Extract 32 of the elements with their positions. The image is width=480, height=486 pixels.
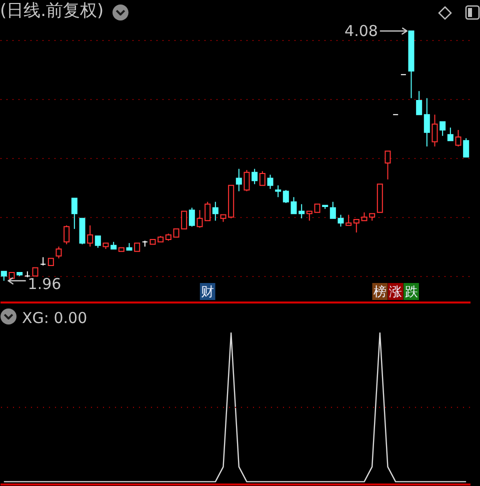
chart-title: XG: 0.00: [22, 309, 88, 327]
candlestick: [56, 246, 62, 259]
candlestick: [463, 138, 470, 158]
candlestick: [440, 121, 446, 136]
annotation: 4.08: [344, 22, 378, 40]
candlestick: [424, 98, 430, 147]
candlestick: [416, 90, 422, 116]
candlestick: [212, 201, 218, 222]
candlestick: [64, 224, 70, 245]
candlestick: [346, 214, 352, 226]
candlestick: [275, 184, 282, 198]
candlestick: [267, 174, 274, 190]
text: 财: [201, 285, 214, 300]
text: 涨: [389, 285, 402, 300]
candlestick: [447, 127, 454, 142]
text: 跌: [404, 285, 418, 300]
candlestick: [244, 170, 250, 192]
candlestick: [188, 207, 195, 228]
candlestick: [384, 150, 391, 180]
candlestick: [87, 224, 94, 248]
candlestick: [455, 129, 462, 147]
candlestick: [259, 170, 266, 186]
text: 榜: [373, 285, 386, 300]
candlestick: [236, 168, 242, 192]
candlestick: [252, 168, 258, 185]
candlestick: [71, 198, 78, 230]
chart-title: (日线.前复权): [0, 1, 104, 21]
candlestick: [432, 114, 438, 147]
candlestick: [40, 256, 46, 266]
candlestick: [0, 270, 7, 282]
candlestick: [94, 236, 101, 248]
annotation: 1.96: [28, 274, 62, 293]
